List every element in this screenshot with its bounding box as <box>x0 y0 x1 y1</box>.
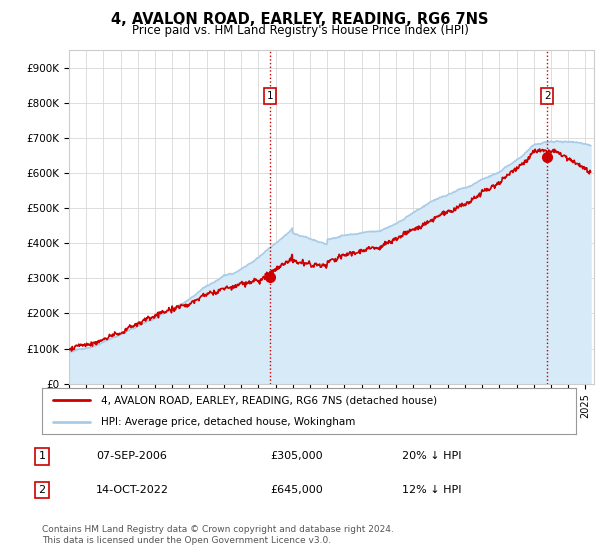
Text: 1: 1 <box>267 91 274 101</box>
Text: 4, AVALON ROAD, EARLEY, READING, RG6 7NS: 4, AVALON ROAD, EARLEY, READING, RG6 7NS <box>111 12 489 27</box>
Text: 2: 2 <box>38 485 46 495</box>
Text: £305,000: £305,000 <box>270 451 323 461</box>
Text: £645,000: £645,000 <box>270 485 323 495</box>
Text: 2: 2 <box>544 91 551 101</box>
Text: 12% ↓ HPI: 12% ↓ HPI <box>402 485 461 495</box>
Text: 1: 1 <box>38 451 46 461</box>
Text: 20% ↓ HPI: 20% ↓ HPI <box>402 451 461 461</box>
Text: HPI: Average price, detached house, Wokingham: HPI: Average price, detached house, Woki… <box>101 417 355 427</box>
Text: Price paid vs. HM Land Registry's House Price Index (HPI): Price paid vs. HM Land Registry's House … <box>131 24 469 37</box>
Text: 14-OCT-2022: 14-OCT-2022 <box>96 485 169 495</box>
Text: Contains HM Land Registry data © Crown copyright and database right 2024.
This d: Contains HM Land Registry data © Crown c… <box>42 525 394 545</box>
Text: 4, AVALON ROAD, EARLEY, READING, RG6 7NS (detached house): 4, AVALON ROAD, EARLEY, READING, RG6 7NS… <box>101 395 437 405</box>
Text: 07-SEP-2006: 07-SEP-2006 <box>96 451 167 461</box>
